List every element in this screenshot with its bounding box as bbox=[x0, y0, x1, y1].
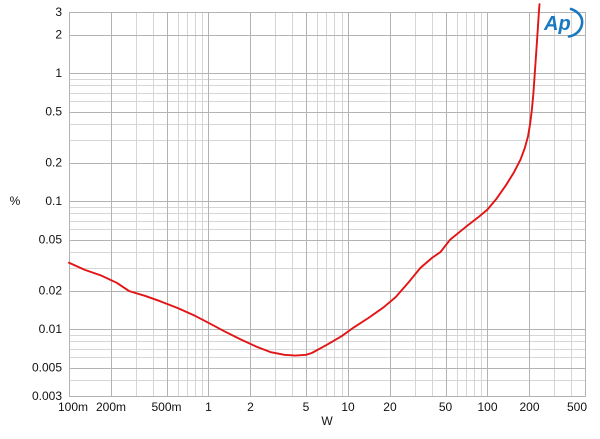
x-tick-label: 2 bbox=[247, 400, 254, 414]
x-tick-label: 500 bbox=[567, 400, 587, 414]
x-tick-label: 5 bbox=[303, 400, 310, 414]
y-tick-label: 1 bbox=[55, 66, 62, 80]
y-tick-label: 3 bbox=[55, 5, 62, 19]
data-trace bbox=[68, 3, 541, 357]
y-tick-label: 0.05 bbox=[39, 233, 63, 247]
y-tick-label: 0.2 bbox=[45, 156, 62, 170]
logo-swoosh-icon bbox=[567, 7, 584, 38]
y-tick-label: 0.02 bbox=[39, 284, 63, 298]
x-tick-label: 20 bbox=[383, 400, 397, 414]
audio-precision-logo-svg: Ap bbox=[543, 7, 584, 38]
x-axis-title: W bbox=[321, 414, 333, 428]
y-tick-label: 0.1 bbox=[45, 194, 62, 208]
x-tick-label: 200 bbox=[519, 400, 539, 414]
x-tick-label: 200m bbox=[96, 400, 126, 414]
y-axis-title: % bbox=[10, 194, 21, 208]
x-tick-label: 100 bbox=[477, 400, 497, 414]
y-tick-label: 0.003 bbox=[32, 389, 62, 403]
y-tick-label: 0.01 bbox=[39, 322, 63, 336]
x-tick-label: 500m bbox=[151, 400, 181, 414]
x-tick-label: 100m bbox=[58, 400, 88, 414]
y-tick-label: 0.5 bbox=[45, 105, 62, 119]
plot-border bbox=[69, 12, 586, 397]
x-tick-label: 50 bbox=[439, 400, 453, 414]
y-tick-label: 2 bbox=[55, 28, 62, 42]
y-tick-label: 0.005 bbox=[32, 361, 62, 375]
x-tick-label: 10 bbox=[341, 400, 355, 414]
audio-precision-logo: Ap bbox=[541, 7, 585, 39]
logo-text: Ap bbox=[543, 13, 571, 35]
x-tick-label: 1 bbox=[205, 400, 212, 414]
